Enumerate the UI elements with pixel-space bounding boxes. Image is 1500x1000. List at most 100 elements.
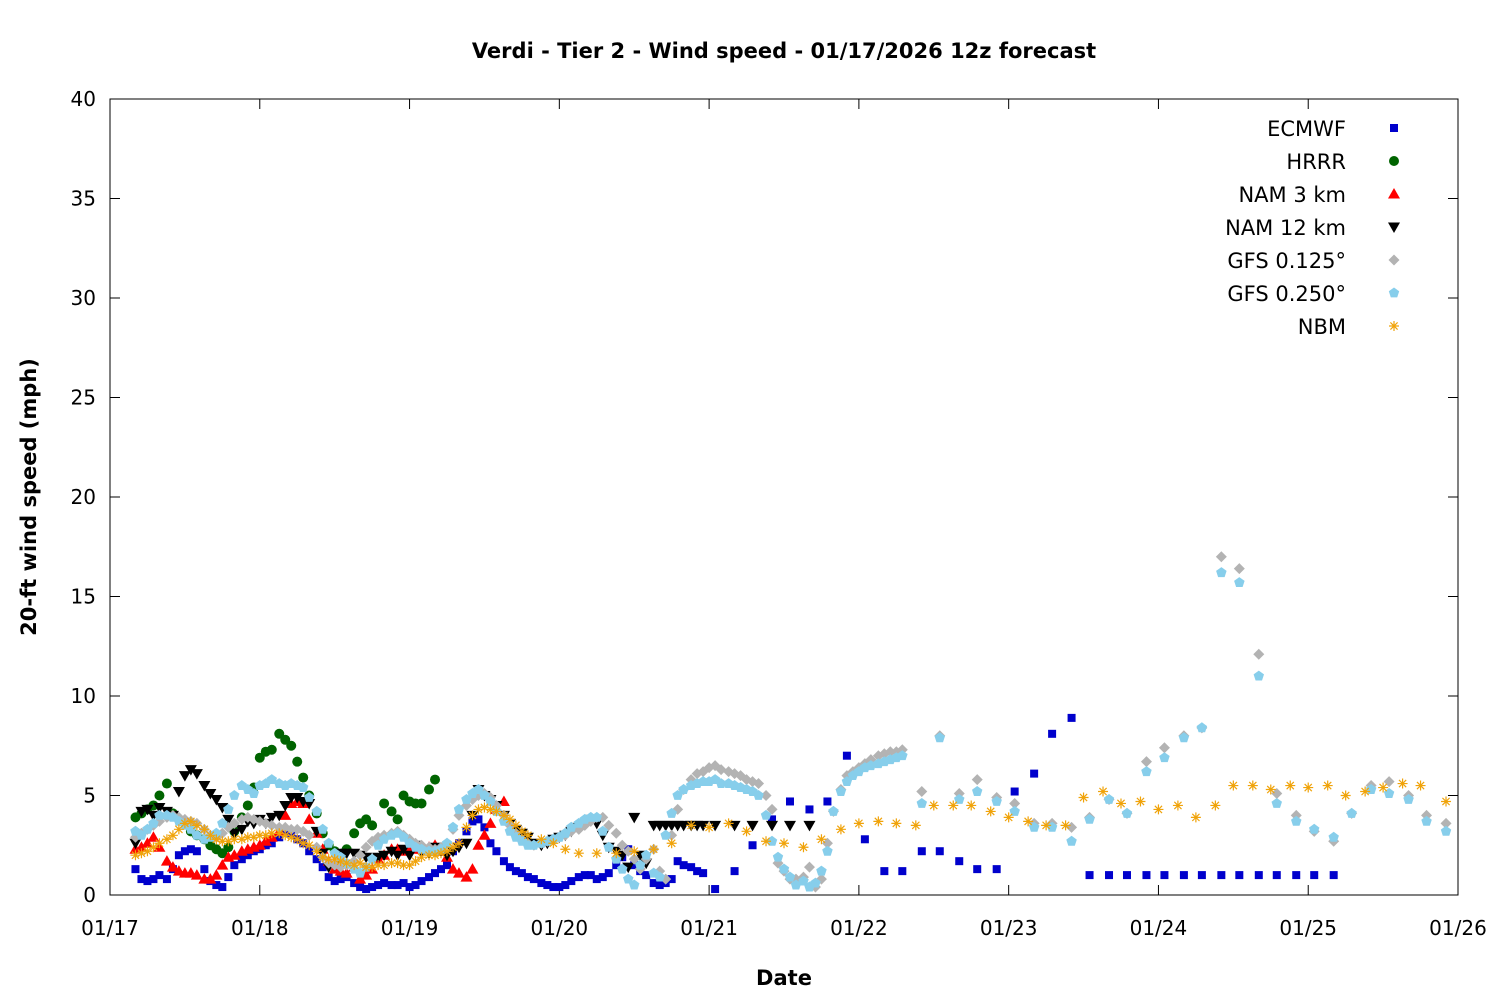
legend: ECMWF HRRR NAM 3 km NAM 12 km GFS 0.125° GFS … [1225, 117, 1400, 339]
data-point [148, 817, 159, 828]
y-tick-label: 15 [71, 585, 96, 609]
data-point [279, 800, 292, 812]
data-point [398, 831, 409, 842]
data-point [873, 816, 884, 827]
data-point [566, 821, 577, 832]
data-point [166, 861, 179, 872]
data-point [898, 867, 907, 876]
data-point [1010, 787, 1019, 796]
data-point [835, 786, 847, 796]
data-point [1329, 871, 1338, 880]
data-point [442, 846, 452, 857]
data-point [784, 871, 796, 882]
y-tick-label: 35 [71, 187, 96, 211]
data-point [237, 855, 246, 864]
data-point [266, 828, 277, 839]
data-point [453, 803, 465, 814]
data-point [1403, 794, 1414, 804]
data-point [492, 847, 501, 856]
data-point [143, 877, 152, 886]
data-point [603, 819, 615, 831]
data-point [260, 830, 271, 841]
data-point [153, 802, 166, 814]
data-point [304, 840, 315, 851]
data-point [1048, 729, 1057, 738]
data-point [216, 802, 229, 814]
data-point [228, 849, 241, 860]
data-point [303, 829, 315, 841]
data-point [198, 781, 211, 792]
data-point [323, 837, 334, 848]
data-point [1179, 871, 1188, 880]
data-point [1066, 835, 1077, 846]
data-point [274, 828, 285, 839]
data-point [154, 790, 165, 801]
axis-ticks: 0 5 10 15 20 25 30 35 40 01/17 01/18 01/19 01/20 01/2… [71, 87, 1487, 940]
x-tick-label: 01/24 [1130, 916, 1188, 940]
data-point [178, 771, 191, 782]
x-tick-label: 01/26 [1429, 916, 1487, 940]
y-tick-label: 20 [71, 485, 96, 509]
data-point [191, 829, 203, 840]
data-point [573, 848, 584, 859]
data-point [1346, 807, 1357, 818]
data-point [1105, 871, 1114, 880]
data-point [611, 848, 622, 859]
data-point [161, 778, 172, 789]
data-point [185, 816, 196, 827]
data-point [447, 821, 459, 832]
data-point [216, 859, 229, 870]
data-point [779, 838, 789, 849]
data-point [190, 769, 203, 780]
data-point [311, 805, 322, 816]
data-point [1023, 816, 1034, 827]
data-point [484, 817, 497, 828]
data-point [154, 838, 165, 849]
data-point [190, 869, 203, 880]
data-point [991, 796, 1002, 806]
data-point [635, 859, 646, 870]
data-point [330, 877, 339, 886]
data-point [210, 869, 223, 880]
data-point [517, 869, 526, 878]
plot-frame [109, 98, 1459, 896]
data-point [641, 849, 652, 860]
data-point [917, 847, 926, 856]
data-point [522, 830, 533, 841]
data-point [437, 865, 446, 874]
data-point [746, 820, 759, 832]
data-point [610, 827, 622, 839]
legend-marker [1388, 188, 1400, 199]
data-point [199, 824, 210, 835]
data-point [447, 842, 458, 853]
data-point [446, 863, 459, 874]
data-point [405, 883, 414, 892]
data-point [298, 782, 309, 792]
data-point [204, 789, 217, 800]
data-point [1265, 784, 1276, 795]
data-point [223, 836, 234, 847]
data-point [686, 820, 697, 831]
data-point [317, 852, 328, 863]
data-point [1253, 670, 1264, 681]
data-point [416, 798, 427, 809]
legend-marker [1390, 124, 1398, 132]
data-point [280, 830, 291, 841]
data-point [897, 750, 908, 761]
data-point [697, 820, 710, 832]
data-point [356, 883, 365, 892]
data-point [266, 774, 277, 784]
data-point [598, 873, 607, 882]
data-point [971, 774, 983, 786]
data-point [1066, 821, 1078, 833]
data-point [436, 848, 447, 859]
data-point [380, 879, 389, 888]
data-point [880, 867, 889, 876]
data-point [586, 871, 595, 880]
data-point [910, 820, 921, 831]
x-axis-label: Date [756, 966, 812, 990]
data-point [228, 828, 241, 840]
data-point [1141, 766, 1152, 777]
data-point [248, 788, 259, 798]
data-point [666, 838, 677, 849]
